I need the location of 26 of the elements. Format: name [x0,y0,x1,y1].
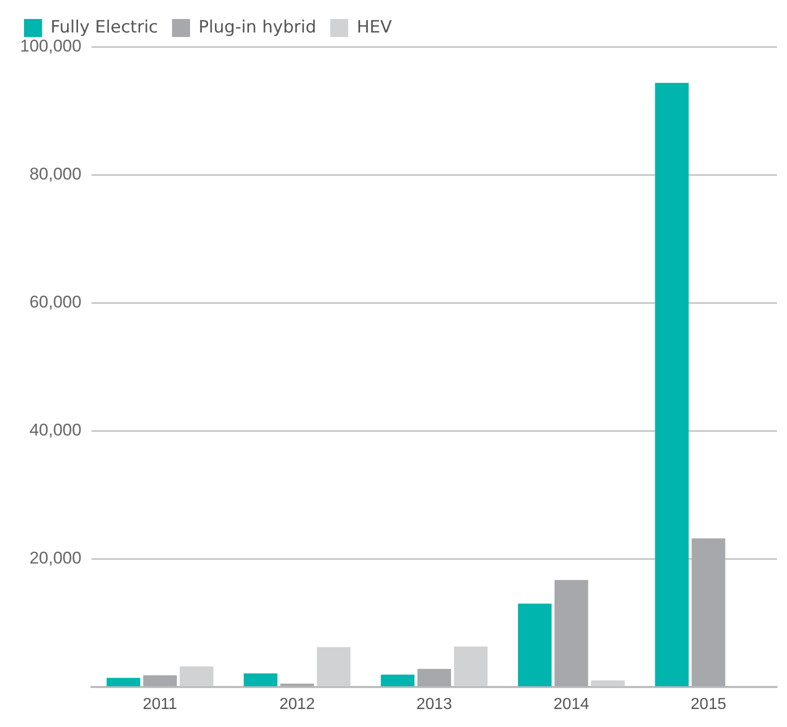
bar [554,580,588,686]
bar [655,82,689,686]
bar [106,678,140,686]
y-tick-label: 60,000 [29,292,82,312]
bar [316,647,350,686]
legend-label: Plug-in hybrid [198,17,316,38]
y-tick-label: 20,000 [29,548,82,568]
y-tick-label: 40,000 [29,420,82,440]
bar [244,673,278,686]
x-tick-label: 2014 [554,696,590,713]
x-tick-label: 2012 [279,696,316,713]
bar [180,666,214,686]
bar [454,646,488,686]
bar [143,675,177,686]
bar [280,684,314,686]
legend-label: HEV [356,17,392,38]
x-tick-label: 2011 [142,696,178,713]
y-tick-label: 100,000 [20,36,82,56]
bar [417,668,452,686]
bar [591,680,625,686]
x-tick-label: 2013 [416,696,452,713]
bar [380,674,414,686]
x-tick-label: 2015 [690,696,726,713]
y-tick-label: 80,000 [29,164,82,184]
bar [518,604,552,686]
legend-label: Fully Electric [50,17,158,38]
